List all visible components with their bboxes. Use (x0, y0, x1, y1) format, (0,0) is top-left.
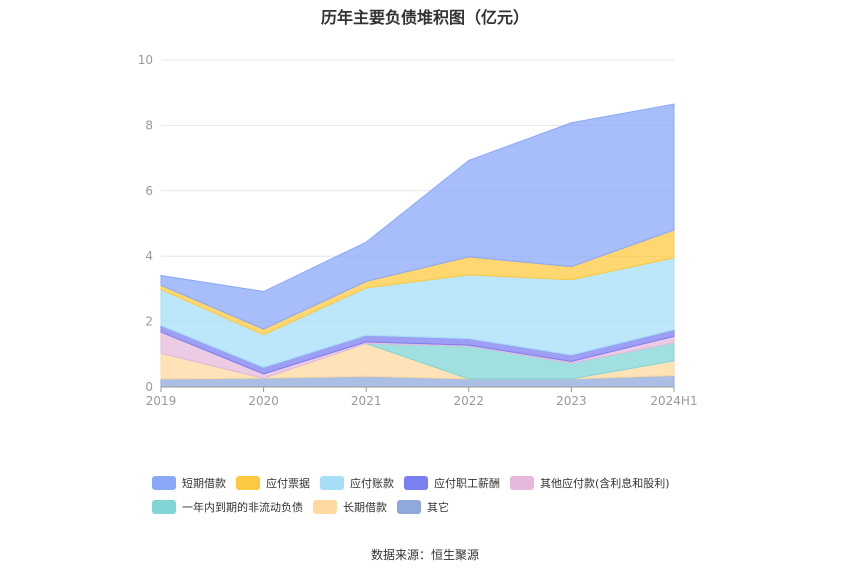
x-tick-label: 2023 (556, 394, 587, 408)
legend-swatch (320, 476, 344, 490)
legend-label: 一年内到期的非流动负债 (182, 501, 303, 514)
y-tick-label: 0 (145, 380, 153, 394)
legend-item[interactable]: 应付职工薪酬 (404, 475, 500, 491)
x-tick-label: 2024H1 (650, 394, 697, 408)
y-tick-label: 4 (145, 249, 153, 263)
legend-label: 应付账款 (350, 477, 394, 490)
legend-label: 应付职工薪酬 (434, 477, 500, 490)
legend: 短期借款 应付票据 应付账款 应付职工薪酬 其他应付款(含利息和股利) 一年内到期的非流… (152, 471, 752, 519)
x-tick-label: 2020 (248, 394, 279, 408)
x-tick-label: 2022 (454, 394, 485, 408)
legend-swatch (152, 500, 176, 514)
y-tick-label: 8 (145, 118, 153, 132)
legend-item[interactable]: 短期借款 (152, 475, 226, 491)
x-tick-label: 2021 (351, 394, 382, 408)
legend-swatch (152, 476, 176, 490)
legend-item[interactable]: 其它 (397, 499, 449, 515)
legend-item[interactable]: 长期借款 (313, 499, 387, 515)
legend-item[interactable]: 应付账款 (320, 475, 394, 491)
y-tick-label: 10 (138, 53, 153, 67)
legend-swatch (236, 476, 260, 490)
area-series (160, 103, 675, 330)
legend-label: 长期借款 (343, 501, 387, 514)
legend-label: 应付票据 (266, 477, 310, 490)
legend-swatch (313, 500, 337, 514)
legend-label: 其他应付款(含利息和股利) (540, 477, 670, 490)
y-tick-label: 6 (145, 184, 153, 198)
legend-label: 短期借款 (182, 477, 226, 490)
legend-item[interactable]: 其他应付款(含利息和股利) (510, 475, 670, 491)
legend-swatch (510, 476, 534, 490)
chart-title: 历年主要负债堆积图（亿元） (320, 8, 529, 27)
legend-swatch (397, 500, 421, 514)
legend-item[interactable]: 应付票据 (236, 475, 310, 491)
legend-row-2: 一年内到期的非流动负债 长期借款 其它 (152, 495, 752, 519)
y-tick-label: 2 (145, 315, 153, 329)
legend-row-1: 短期借款 应付票据 应付账款 应付职工薪酬 其他应付款(含利息和股利) (152, 471, 752, 495)
x-tick-label: 2019 (146, 394, 177, 408)
data-source: 数据来源：恒生聚源 (370, 548, 479, 562)
legend-item[interactable]: 一年内到期的非流动负债 (152, 499, 303, 515)
legend-label: 其它 (427, 501, 449, 514)
legend-swatch (404, 476, 428, 490)
